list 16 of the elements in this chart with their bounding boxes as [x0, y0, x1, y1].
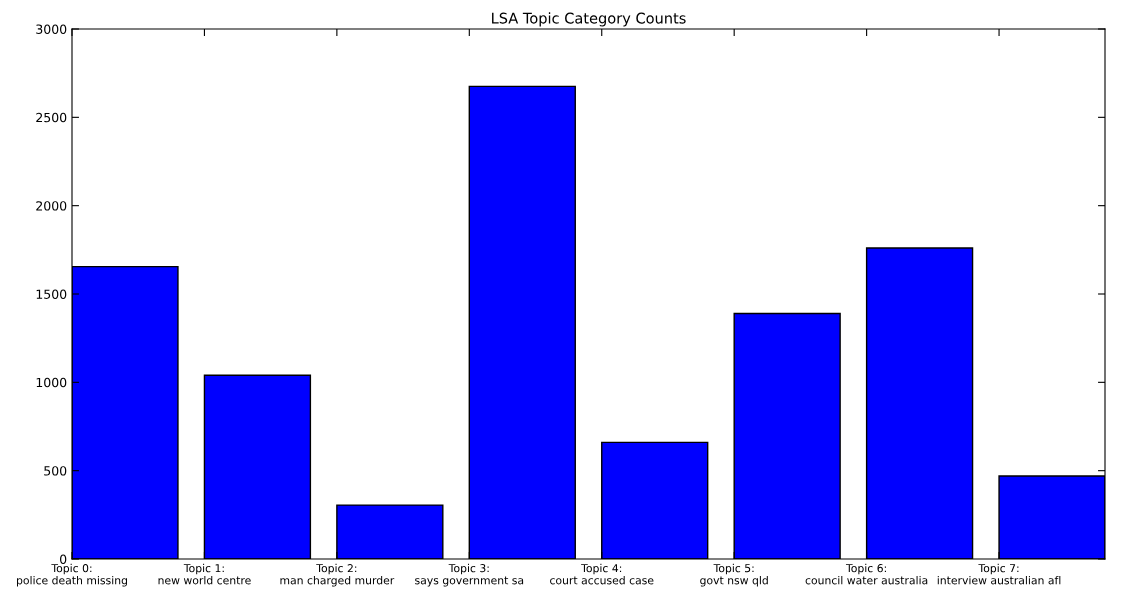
y-tick-label: 1000: [36, 377, 67, 388]
y-tick-label: 500: [44, 466, 67, 476]
x-tick-label: Topic 3: says government sa: [415, 563, 524, 587]
x-tick-label: Topic 1: new world centre: [158, 563, 251, 585]
y-tick-label: 1500: [36, 289, 67, 299]
x-tick-label: Topic 2: man charged murder: [280, 563, 395, 587]
x-tick-label: Topic 6: council water australia: [805, 563, 928, 585]
y-tick-label: 2000: [36, 201, 67, 211]
x-tick-label: Topic 5: govt nsw qld: [700, 563, 768, 587]
y-tick-label: 3000: [36, 24, 67, 34]
chart-title: LSA Topic Category Counts: [492, 12, 686, 27]
y-tick-label: 0: [60, 554, 67, 564]
x-tick-label: Topic 0: police death missing: [17, 563, 127, 587]
y-tick-label: 2500: [36, 112, 67, 123]
x-tick-label: Topic 7: interview australian afl: [937, 563, 1061, 585]
x-tick-label: Topic 4: court accused case: [550, 563, 654, 585]
